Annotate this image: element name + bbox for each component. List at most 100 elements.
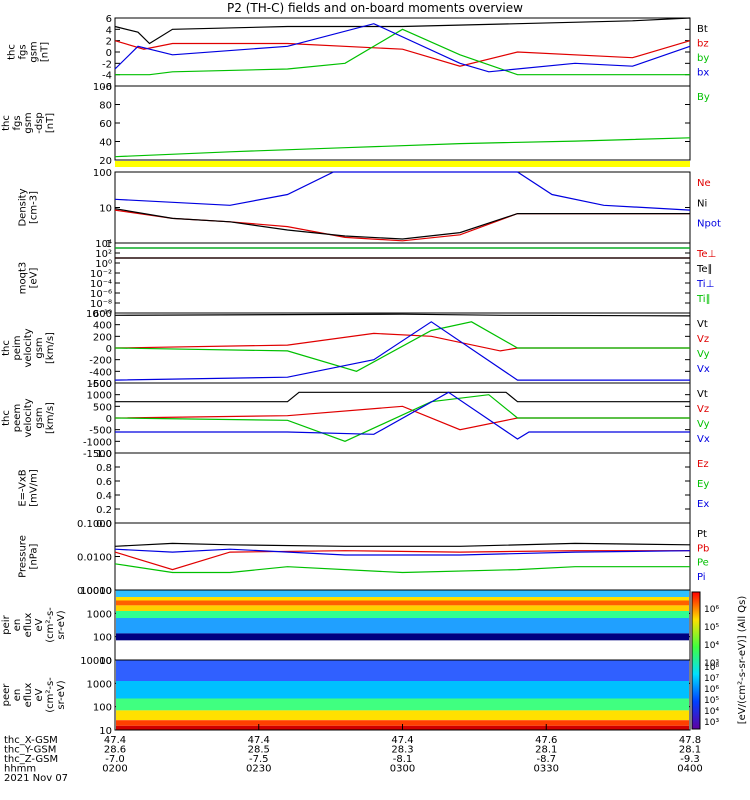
y-axis-label-line: [mV/m] — [29, 469, 40, 507]
y-axis-label-line: en — [12, 619, 23, 632]
y-axis-label-line: gsm — [34, 337, 45, 358]
y-axis-label-line: velocity — [23, 328, 34, 367]
y-tick-label: 100 — [93, 633, 112, 644]
y-axis-label: thc peim velocity gsm [km/s] — [1, 328, 56, 367]
y-tick-label: 0.6 — [96, 477, 112, 488]
y-tick-label: 10⁴ — [95, 239, 112, 250]
panel-7: 1.0 0.8 0.6 0.4 0.2 0.0 E=-VxB [mV/m] Ez Ey Ex — [18, 449, 710, 530]
legend-Pi: Pi — [697, 572, 706, 583]
heatmap-band — [116, 640, 689, 660]
y-axis-label: thc fgs gsm [nT] — [7, 41, 51, 62]
series-line-Npot — [114, 171, 691, 211]
y-tick-label: 10⁰ — [95, 259, 112, 270]
heatmap-band — [116, 618, 689, 634]
panel-3: 100 10 1 Density [cm-3] Ne Ni Npot — [18, 168, 721, 250]
y-axis-label: moqt3 [eV] — [18, 262, 40, 295]
y-axis-label-line: Density — [18, 188, 29, 226]
y-tick-label: -1500 — [83, 449, 112, 460]
y-tick-label: 600 — [93, 309, 112, 320]
time-column-value: 28.3 — [391, 745, 413, 756]
figure-title: P2 (TH-C) fields and on-board moments ov… — [227, 1, 523, 15]
series-line-Vt — [114, 313, 691, 317]
legend-Vz: Vz — [697, 404, 709, 415]
y-tick-label: 10⁻² — [90, 269, 112, 280]
heatmap-band — [116, 600, 689, 606]
y-axis-label-line: E=-VxB — [18, 469, 29, 506]
legend-Vz: Vz — [697, 334, 709, 345]
legend-Te⊥: Te⊥ — [696, 249, 716, 260]
colorbar-label-text: [eV/(cm²-s-sr-eV)] (All Qs) — [737, 596, 748, 725]
y-axis-label-line: [nPa] — [29, 543, 40, 569]
heatmap-band — [116, 590, 689, 597]
y-tick-label: 0 — [106, 344, 112, 355]
panel-frame — [114, 171, 691, 244]
y-axis-label-line: eflux — [23, 683, 34, 708]
y-tick-label: -6 — [102, 82, 112, 93]
y-axis-label: thc peem velocity gsm [km/s] — [1, 398, 56, 437]
y-tick-label: 400 — [93, 321, 112, 332]
y-tick-label: 10 — [99, 204, 112, 215]
legend-Vt: Vt — [697, 389, 708, 400]
series-line-Pi — [114, 548, 691, 556]
colorbar-tick: 10⁶ — [704, 685, 719, 695]
panel-frame — [114, 242, 691, 314]
panel-frame — [114, 85, 691, 161]
y-axis-label-line: en — [12, 689, 23, 702]
time-row-label: hhmm — [4, 764, 36, 775]
y-axis-label-line: eV — [34, 618, 45, 631]
y-tick-label: 1000 — [87, 391, 112, 402]
legend-Npot: Npot — [697, 219, 721, 230]
y-tick-label: 10000 — [80, 656, 112, 667]
legend-Vy: Vy — [697, 349, 710, 360]
y-tick-label: 1500 — [87, 379, 112, 390]
y-axis-label: thcpeerenefluxeV(cm²-s-sr-eV) — [0, 677, 67, 713]
y-tick-label: 2 — [106, 37, 112, 48]
legend-Pe: Pe — [697, 558, 709, 569]
time-column-value: 0300 — [390, 764, 415, 775]
y-axis-label: Density [cm-3] — [18, 188, 40, 226]
time-column-value: -7.5 — [249, 754, 269, 765]
y-tick-label: 0.8 — [96, 463, 112, 474]
series-line-Pt — [114, 542, 691, 547]
y-axis-label-line: thc — [1, 410, 12, 426]
y-axis-label-line: [nT] — [45, 113, 56, 133]
legend-bz: bz — [697, 39, 709, 50]
y-tick-label: -500 — [89, 426, 112, 437]
time-column-value: 0400 — [677, 764, 702, 775]
legend-Vx: Vx — [697, 364, 710, 375]
series-line-By — [114, 137, 691, 158]
legend-Vx: Vx — [697, 434, 710, 445]
legend-Vy: Vy — [697, 419, 710, 430]
heatmap-band — [116, 698, 689, 711]
series-line-Vx — [114, 321, 690, 381]
y-axis-label-line: gsm — [29, 41, 40, 62]
time-row-label: thc_Y-GSM — [4, 745, 56, 756]
y-axis-label-line: velocity — [23, 398, 34, 437]
y-axis-label-line: peer — [1, 683, 12, 707]
y-tick-label: 10² — [95, 249, 112, 260]
time-column-value: -7.0 — [105, 754, 125, 765]
y-tick-label: 6 — [106, 14, 112, 25]
time-column-value: 28.5 — [248, 745, 270, 756]
colorbar-tick: 10³ — [704, 659, 719, 669]
y-tick-label: 100 — [93, 82, 112, 93]
heatmap-band — [116, 681, 689, 699]
y-tick-label: 10⁻⁶ — [90, 289, 112, 300]
time-row-label: thc_Z-GSM — [4, 754, 58, 765]
legend-By: By — [697, 92, 710, 103]
legend-Pt: Pt — [697, 529, 707, 540]
time-column-value: 47.6 — [535, 735, 557, 746]
y-tick-label: 10 — [99, 726, 112, 737]
y-tick-label: 100 — [93, 703, 112, 714]
series-line-bz — [114, 40, 691, 67]
heatmap-band — [116, 633, 689, 641]
y-axis-label: thcpeirenefluxeV(cm²-s-sr-eV) — [0, 607, 67, 643]
